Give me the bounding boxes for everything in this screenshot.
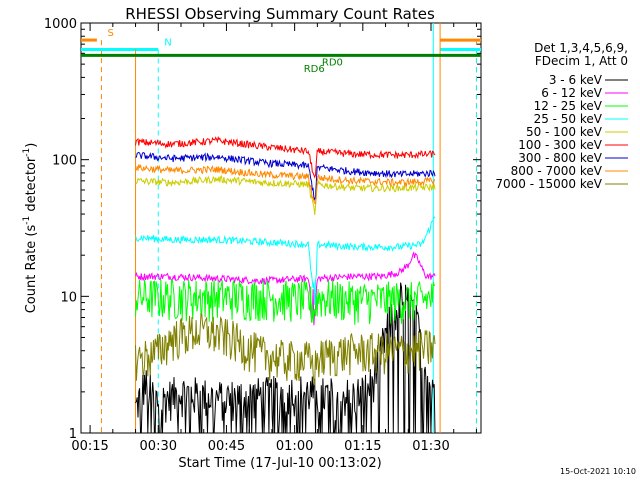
legend-header-line-1: Det 1,3,4,5,6,9,	[534, 41, 628, 55]
legend: Det 1,3,4,5,6,9, FDecim 1, Att 0 3 - 6 k…	[495, 41, 628, 191]
y-tick-label: 1	[69, 427, 77, 442]
x-tick-label: 01:30	[412, 439, 449, 454]
series-layer	[135, 135, 436, 434]
legend-header-line-2: FDecim 1, Att 0	[535, 54, 628, 68]
series-line	[135, 135, 436, 179]
rd-label: RD6	[304, 64, 325, 75]
x-tick-label: 00:15	[71, 439, 108, 454]
legend-label: 7000 - 15000 keV	[495, 177, 602, 191]
legend-label: 50 - 100 keV	[526, 125, 603, 139]
y-label-end: )	[24, 143, 39, 148]
plot-frame	[80, 22, 482, 434]
series-line	[135, 251, 436, 326]
series-line	[135, 175, 436, 216]
legend-label: 6 - 12 keV	[541, 86, 603, 100]
series-line	[135, 312, 436, 386]
x-axis-label: Start Time (17-Jul-10 00:13:02)	[178, 456, 381, 471]
x-tick-label: 00:45	[208, 439, 245, 454]
y-tick-label: 10	[60, 290, 77, 305]
series-line	[135, 282, 436, 434]
y-label-exponent: -1	[22, 216, 32, 225]
legend-label: 800 - 7000 keV	[511, 164, 603, 178]
series-line	[135, 216, 436, 305]
y-tick-label: 100	[52, 154, 77, 169]
series-line	[135, 164, 436, 205]
legend-label: 25 - 50 keV	[534, 112, 603, 126]
axes: 00:15 00:30 00:45 01:00 01:15 01:30 1 10 100 1000	[44, 17, 481, 454]
y-label-prefix: Count Rate (s	[24, 225, 39, 314]
y-label-exponent-2: -1	[22, 148, 32, 157]
rd-label: RD0	[322, 57, 343, 68]
footer-date: 15-Oct-2021 10:10	[560, 467, 636, 476]
x-tick-label: 01:15	[344, 439, 381, 454]
legend-label: 12 - 25 keV	[534, 99, 603, 113]
chart-title: RHESSI Observing Summary Count Rates	[125, 5, 435, 23]
y-axis-label: Count Rate (s-1 detector-1)	[22, 143, 39, 314]
flag-label: N	[164, 37, 171, 48]
legend-label: 3 - 6 keV	[549, 73, 603, 87]
x-tick-label: 01:00	[276, 439, 313, 454]
x-tick-label: 00:30	[140, 439, 177, 454]
legend-label: 300 - 800 keV	[518, 151, 602, 165]
y-label-suffix: detector	[24, 156, 39, 216]
legend-label: 100 - 300 keV	[518, 138, 602, 152]
series-line	[135, 279, 436, 325]
y-tick-label: 1000	[44, 17, 77, 32]
series-line	[135, 151, 436, 201]
flag-label: S	[107, 28, 113, 39]
